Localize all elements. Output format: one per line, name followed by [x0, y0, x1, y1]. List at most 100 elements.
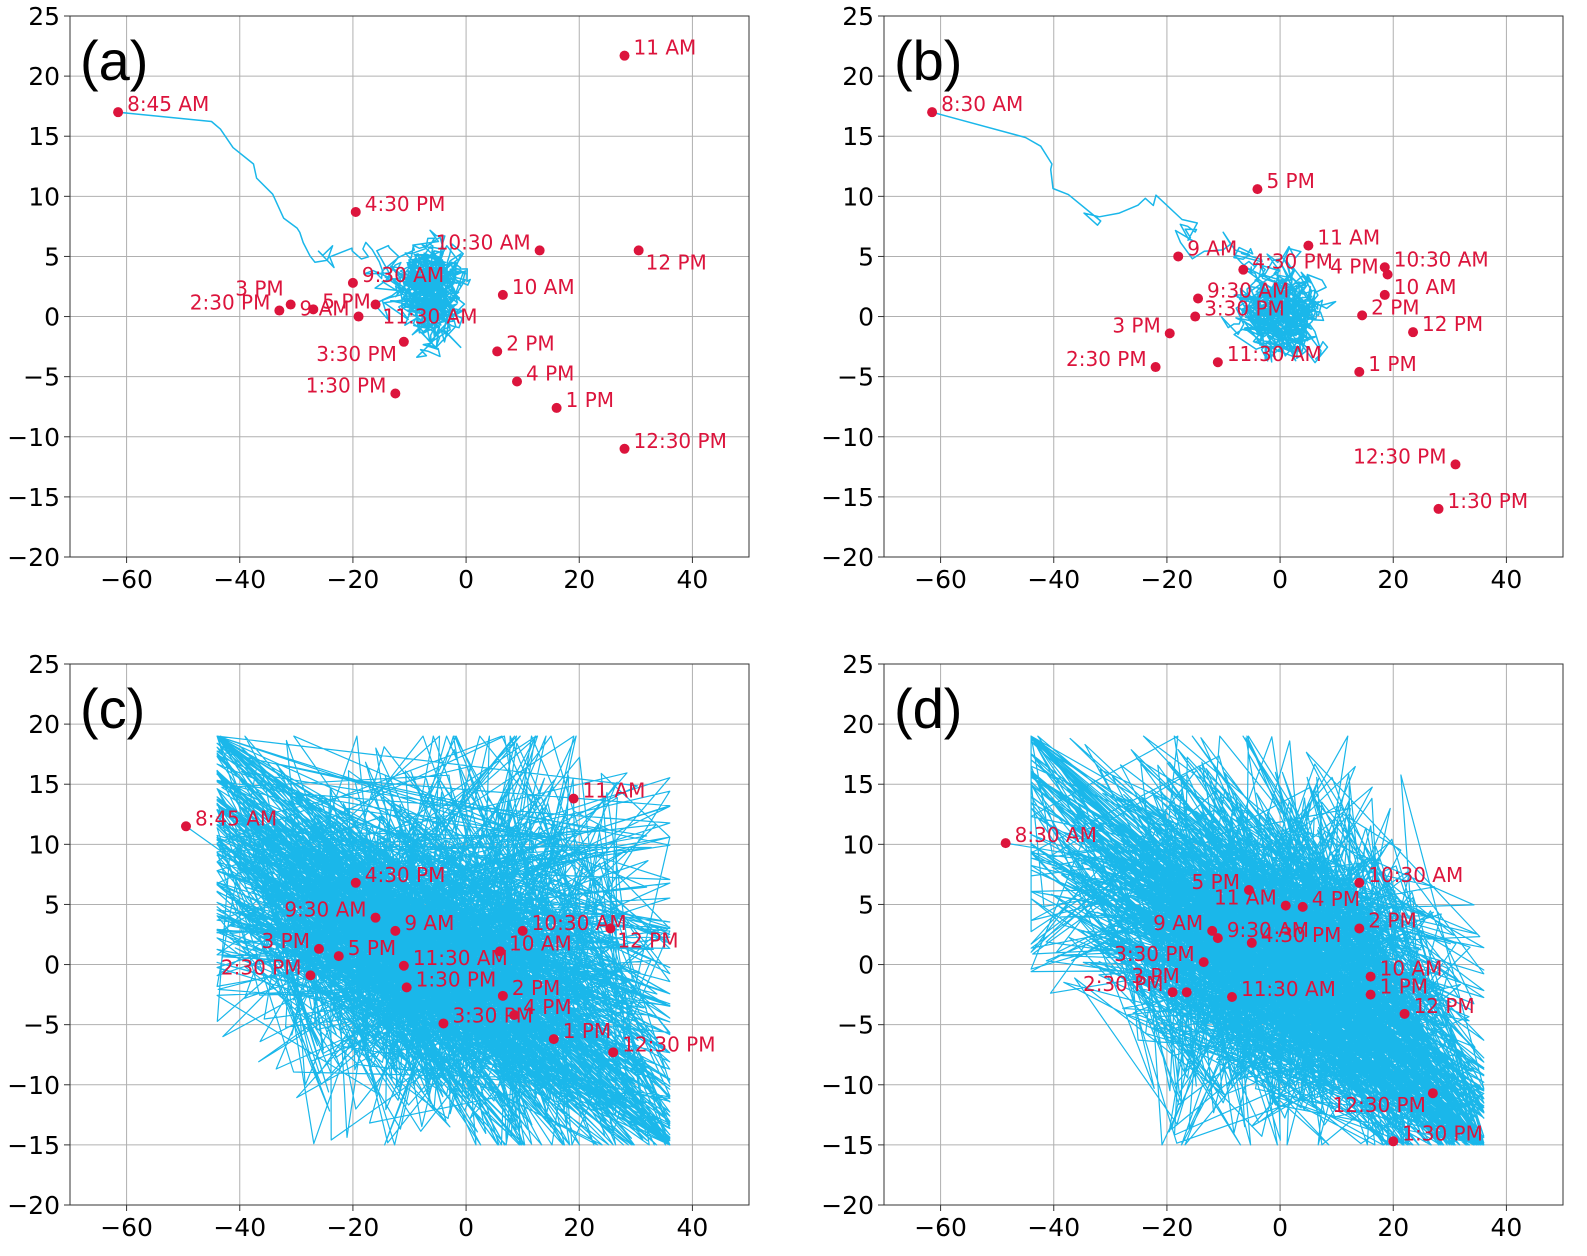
time-marker	[1379, 289, 1390, 300]
y-tick-label: 0	[44, 951, 60, 980]
time-label: 4:30 PM	[1252, 250, 1333, 274]
x-tick-label: 40	[677, 1213, 709, 1242]
time-marker	[1408, 327, 1419, 338]
time-label: 9 AM	[404, 911, 454, 935]
time-marker	[1388, 1136, 1399, 1147]
x-tick-label: −60	[100, 1213, 153, 1242]
time-marker	[390, 925, 401, 936]
time-label: 3:30 PM	[452, 1003, 533, 1027]
x-tick-label: −60	[914, 1213, 967, 1242]
x-tick-label: −40	[213, 1213, 266, 1242]
time-marker	[619, 443, 630, 454]
trajectory-line	[118, 111, 471, 358]
time-marker	[605, 923, 616, 934]
time-label: 3 PM	[1112, 313, 1160, 337]
time-label: 11:30 AM	[413, 946, 508, 970]
time-label: 2 PM	[506, 331, 554, 355]
time-marker	[1243, 885, 1254, 896]
time-marker	[390, 388, 401, 399]
time-marker	[495, 946, 506, 957]
time-label: 4:30 PM	[365, 863, 446, 887]
time-marker	[1181, 987, 1192, 998]
time-marker	[1167, 987, 1178, 998]
y-tick-label: 10	[28, 182, 60, 211]
time-label: 10 AM	[509, 931, 572, 955]
time-label: 4:30 PM	[365, 192, 446, 216]
time-marker	[1207, 925, 1218, 936]
time-label: 9 AM	[1153, 911, 1203, 935]
y-tick-label: 15	[842, 122, 874, 151]
y-tick-label: 0	[858, 303, 874, 332]
time-label: 11 AM	[583, 779, 646, 803]
time-label: 5 PM	[1266, 169, 1314, 193]
time-label: 1 PM	[566, 388, 614, 412]
time-label: 10 AM	[1380, 957, 1443, 981]
time-label: 5 PM	[348, 936, 396, 960]
time-marker	[1252, 184, 1263, 195]
x-tick-label: 20	[1377, 1213, 1409, 1242]
y-tick-label: −15	[7, 483, 60, 512]
time-label: 1:30 PM	[1448, 489, 1529, 513]
time-marker	[1297, 901, 1308, 912]
time-label: 12:30 PM	[1333, 1093, 1426, 1117]
x-tick-label: −20	[327, 565, 380, 594]
y-tick-label: 20	[842, 62, 874, 91]
time-label: 1 PM	[1380, 975, 1428, 999]
time-marker	[497, 990, 508, 1001]
y-tick-label: 5	[858, 890, 874, 919]
time-label: 3:30 PM	[316, 342, 397, 366]
time-label: 12:30 PM	[634, 429, 727, 453]
y-tick-label: −5	[837, 363, 874, 392]
panel-label: (a)	[80, 29, 148, 92]
axes-frame	[69, 663, 750, 1206]
time-marker	[274, 305, 285, 316]
time-label: 1 PM	[563, 1019, 611, 1043]
time-marker	[1354, 923, 1365, 934]
time-label: 1:30 PM	[1402, 1121, 1483, 1145]
time-label: 10 AM	[512, 275, 575, 299]
time-label: 2:30 PM	[190, 291, 271, 315]
time-label: 3 PM	[1131, 964, 1179, 988]
time-marker	[1357, 310, 1368, 321]
time-marker	[633, 245, 644, 256]
x-tick-label: 40	[1491, 1213, 1523, 1242]
time-label: 9 AM	[1187, 236, 1237, 260]
x-tick-label: −20	[1141, 1213, 1194, 1242]
trajectory-line	[185, 735, 671, 1146]
panel-d: −60 −40 −20 0 20 40 −20 −15 −10 −5 0 5 10 15 20 25 (d) 8:…	[821, 650, 1564, 1242]
y-tick-label: −20	[821, 1191, 874, 1220]
time-label: 11:30 AM	[383, 305, 478, 329]
time-label: 3 PM	[262, 929, 310, 953]
time-marker	[927, 107, 938, 118]
time-marker	[1433, 503, 1444, 514]
time-label: 10:30 AM	[1394, 247, 1489, 271]
time-label: 3 PM	[235, 277, 283, 301]
time-marker	[509, 1010, 520, 1021]
x-tick-label: −40	[1027, 565, 1080, 594]
time-marker	[350, 877, 361, 888]
y-tick-label: −5	[23, 1011, 60, 1040]
x-tick-label: −20	[327, 1213, 380, 1242]
time-marker	[353, 311, 364, 322]
time-label: 2 PM	[1371, 295, 1419, 319]
y-tick-label: 25	[842, 650, 874, 679]
y-tick-label: 5	[44, 890, 60, 919]
time-label: 11:30 AM	[1241, 977, 1336, 1001]
time-marker	[492, 346, 503, 357]
time-marker	[1246, 937, 1257, 948]
time-marker	[548, 1034, 559, 1045]
time-label: 5 PM	[1192, 870, 1240, 894]
time-label: 9:30 AM	[1227, 918, 1309, 942]
time-marker	[350, 206, 361, 217]
x-tick-label: 40	[1491, 565, 1523, 594]
y-tick-label: 25	[842, 2, 874, 31]
y-tick-label: 25	[28, 2, 60, 31]
axes-frame	[883, 663, 1564, 1206]
time-marker	[308, 304, 319, 315]
y-tick-label: −5	[23, 363, 60, 392]
y-tick-label: 20	[28, 62, 60, 91]
time-label: 12 PM	[617, 928, 678, 952]
time-marker	[1150, 362, 1161, 373]
panel-label: (d)	[894, 677, 962, 740]
